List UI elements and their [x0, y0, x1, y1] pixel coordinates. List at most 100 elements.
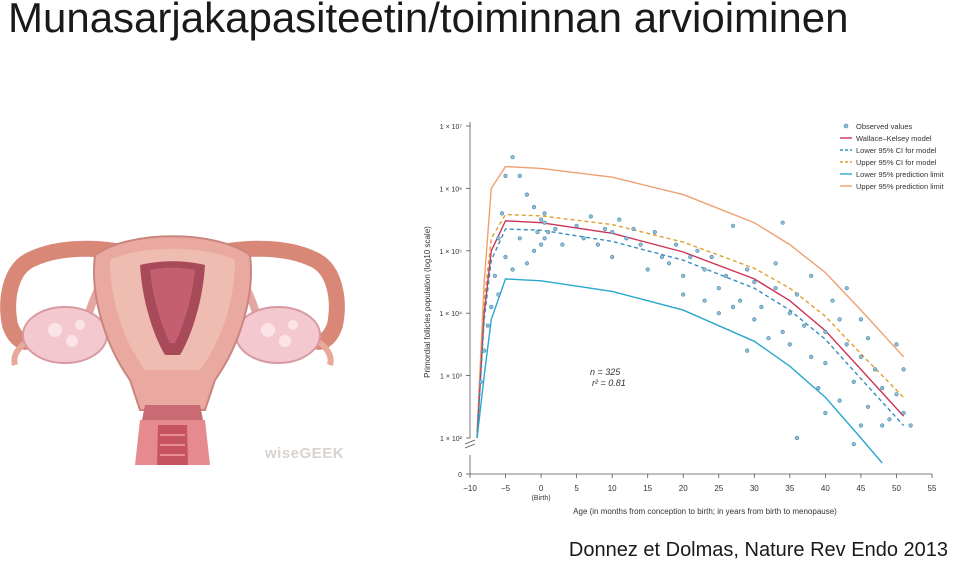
x-tick-label: 30	[750, 484, 759, 493]
data-point	[595, 242, 600, 247]
y-axis-label: Primordial follicles population (log10 s…	[423, 226, 432, 378]
y-tick-label: 1 × 10⁶	[439, 186, 462, 193]
x-tick-label: 55	[928, 484, 937, 493]
data-point	[638, 242, 643, 247]
x-tick-label: 45	[856, 484, 865, 493]
x-tick-label: 0	[539, 484, 544, 493]
data-point	[688, 254, 693, 260]
data-point	[539, 242, 544, 247]
citation: Donnez et Dolmas, Nature Rev Endo 2013	[568, 539, 948, 561]
data-point	[546, 229, 551, 235]
stat-r2: r² = 0.81	[592, 378, 626, 388]
data-point	[844, 286, 849, 291]
x-tick-label: 5	[574, 484, 579, 493]
data-point	[517, 236, 522, 241]
data-point	[588, 214, 593, 219]
data-point	[702, 267, 707, 272]
data-point	[666, 261, 672, 266]
data-point	[880, 386, 885, 391]
data-point	[503, 173, 508, 179]
data-point	[908, 423, 913, 428]
x-tick-label: 20	[679, 484, 688, 493]
data-point	[482, 348, 487, 353]
data-point	[581, 236, 586, 241]
data-point	[492, 273, 497, 278]
data-point	[851, 379, 856, 384]
data-point	[496, 236, 501, 241]
slide-title: Munasarjakapasiteetin/toiminnan arvioimi…	[8, 0, 849, 41]
data-point	[759, 304, 764, 310]
data-point	[510, 155, 515, 160]
data-point	[901, 367, 906, 372]
data-point	[560, 242, 565, 247]
data-point	[716, 286, 721, 291]
data-point	[602, 226, 608, 232]
data-point	[780, 329, 785, 334]
data-point	[823, 361, 828, 366]
data-point	[624, 236, 629, 241]
data-point	[787, 342, 792, 347]
data-point	[485, 323, 490, 328]
data-point	[780, 220, 785, 225]
legend-label: Lower 95% CI for model	[856, 146, 937, 155]
data-point	[851, 442, 856, 447]
data-point	[702, 298, 707, 303]
data-point	[681, 292, 686, 297]
data-point	[773, 286, 778, 291]
legend-label: Wallace–Kelsey model	[856, 134, 932, 143]
data-point	[787, 311, 792, 316]
wisegeek-logo: wiseGEEK	[265, 445, 345, 462]
data-point	[531, 248, 537, 253]
data-point	[809, 354, 814, 359]
x-tick-label: −5	[501, 484, 511, 493]
data-point	[865, 404, 871, 409]
series-line	[476, 228, 905, 439]
y-tick-label: 1 × 10⁴	[439, 311, 462, 318]
data-point	[723, 273, 729, 278]
data-point	[752, 317, 757, 322]
x-tick-label: 35	[785, 484, 794, 493]
data-point	[880, 423, 885, 428]
data-point	[830, 298, 835, 303]
stat-n: n = 325	[590, 367, 621, 377]
data-point	[858, 317, 864, 322]
data-point	[517, 173, 522, 179]
legend-label: Upper 95% prediction limit	[856, 182, 944, 191]
data-point	[631, 226, 636, 232]
data-point	[645, 267, 650, 272]
data-point	[873, 367, 878, 372]
data-point	[809, 273, 814, 278]
y-tick-label: 1 × 10⁵	[439, 249, 462, 256]
data-point	[894, 392, 899, 397]
data-point	[738, 298, 743, 303]
legend-marker	[843, 123, 849, 129]
legend-label: Upper 95% CI for model	[856, 158, 937, 167]
data-point	[794, 292, 800, 297]
data-point	[709, 254, 714, 260]
legend-label: Observed values	[856, 122, 913, 131]
data-point	[531, 204, 537, 210]
data-point	[510, 267, 515, 272]
data-point	[858, 423, 864, 428]
birth-note: (Birth)	[532, 495, 551, 502]
series-line	[476, 165, 905, 432]
left-fallopian-tube	[0, 240, 158, 350]
data-point	[610, 254, 615, 260]
data-point	[865, 336, 871, 341]
x-tick-label: 50	[892, 484, 901, 493]
data-point	[766, 336, 771, 341]
y-tick-label: 1 × 10⁷	[440, 124, 463, 131]
x-axis-label: Age (in months from conception to birth;…	[573, 507, 837, 516]
data-point	[745, 348, 750, 353]
data-point	[823, 410, 828, 416]
data-point	[794, 435, 800, 441]
data-point	[716, 311, 721, 316]
data-point	[489, 304, 494, 310]
data-point	[752, 279, 757, 285]
follicle-chart: 0 1 × 10² 1 × 10³ 1 × 10⁴ 1 × 10⁵ 1 × 10⁶ 1 × …	[423, 122, 944, 516]
data-point	[617, 217, 622, 222]
data-point	[574, 223, 579, 228]
data-point	[535, 229, 540, 235]
x-tick-label: −10	[463, 484, 477, 493]
uterus-illustration	[0, 235, 345, 465]
